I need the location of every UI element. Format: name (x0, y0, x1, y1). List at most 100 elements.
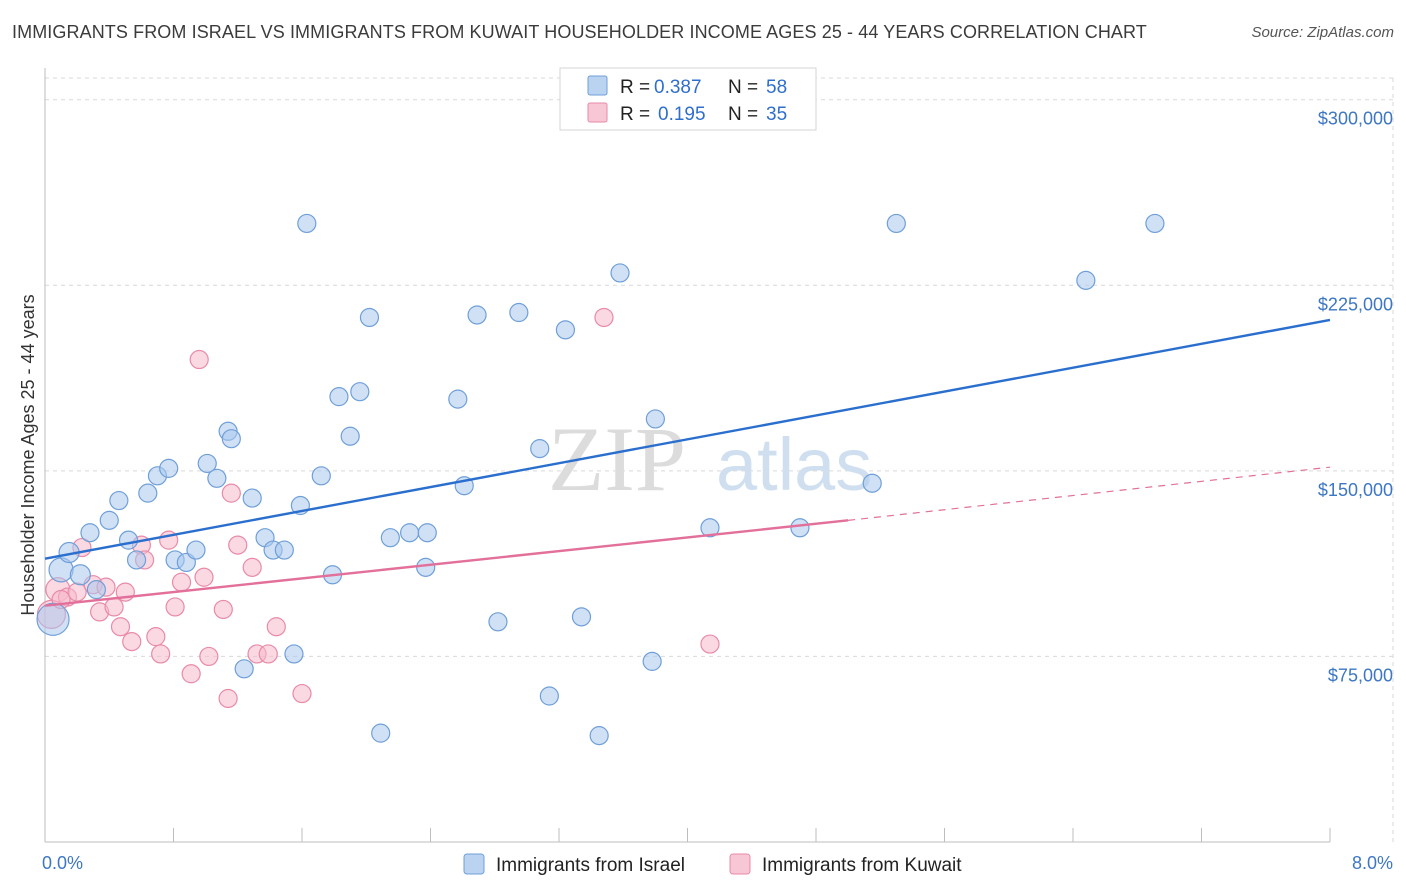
israel-points (36, 213, 1165, 746)
israel-point (99, 510, 119, 530)
y-tick-label: $75,000 (1328, 665, 1393, 685)
israel-point (488, 612, 508, 632)
kuwait-point (292, 683, 312, 704)
kuwait-trend-line-extension (848, 466, 1331, 521)
israel-point (197, 453, 217, 474)
israel-point (186, 540, 206, 560)
kuwait-point (165, 597, 185, 617)
kuwait-point (199, 646, 219, 667)
israel-point (126, 550, 147, 570)
israel-point (530, 439, 550, 459)
israel-point (118, 530, 139, 550)
legend-swatch-kuwait (587, 102, 608, 123)
watermark-atlas: atlas (716, 423, 872, 506)
israel-point (80, 523, 100, 543)
kuwait-trend-line (44, 519, 849, 607)
israel-point (350, 382, 370, 402)
israel-point (221, 429, 241, 449)
legend-r-label-israel: R = (620, 77, 650, 98)
israel-point (371, 723, 391, 743)
israel-point (1145, 213, 1165, 234)
bottom-legend-swatch-kuwait (729, 853, 751, 875)
israel-point (886, 213, 906, 234)
israel-point (138, 483, 158, 503)
israel-point (555, 320, 576, 340)
israel-point (417, 523, 437, 543)
israel-point (467, 305, 487, 325)
y-tick-labels: $75,000 $150,000 $225,000 $300,000 (1318, 109, 1393, 686)
kuwait-point (594, 307, 614, 328)
kuwait-point (104, 597, 124, 617)
israel-point (311, 466, 331, 486)
israel-point (539, 686, 559, 706)
x-tick-label-max: 8.0% (1352, 853, 1393, 873)
israel-point (340, 426, 360, 446)
legend-n-value-israel: 58 (766, 77, 787, 98)
israel-point (416, 557, 436, 577)
source-label: Source: ZipAtlas.com (1251, 24, 1394, 41)
y-tick-label: $150,000 (1318, 480, 1393, 500)
legend-n-label-kuwait: N = (728, 104, 758, 125)
israel-point (274, 540, 294, 560)
israel-point (448, 389, 468, 409)
israel-point (571, 607, 592, 627)
israel-point (642, 651, 662, 671)
watermark: ZIP atlas (548, 408, 872, 510)
kuwait-point (700, 634, 720, 654)
x-tick-labels: 0.0% 8.0% (42, 853, 1393, 873)
y-tick-label: $225,000 (1318, 294, 1393, 314)
kuwait-point (146, 627, 166, 647)
israel-point (790, 518, 810, 538)
israel-point (400, 523, 420, 543)
israel-point (645, 409, 665, 429)
legend: R = 0.387 N = 58 R = 0.195 N = 35 (559, 67, 817, 131)
kuwait-point (194, 567, 214, 587)
chart-title: IMMIGRANTS FROM ISRAEL VS IMMIGRANTS FRO… (12, 22, 1147, 42)
israel-point (284, 644, 304, 664)
y-axis-label: Householder Income Ages 25 - 44 years (18, 294, 38, 615)
x-tick-label-min: 0.0% (42, 853, 83, 873)
kuwait-point (181, 664, 201, 684)
kuwait-point (228, 535, 248, 555)
israel-point (297, 213, 317, 234)
kuwait-point (213, 599, 233, 620)
israel-point (509, 302, 529, 323)
kuwait-point (171, 572, 192, 592)
bottom-legend-swatch-israel (463, 853, 485, 875)
legend-r-value-kuwait: 0.195 (658, 104, 706, 125)
israel-point (589, 726, 609, 746)
kuwait-point (242, 557, 262, 577)
watermark-zip: ZIP (548, 408, 686, 510)
y-tick-label: $300,000 (1318, 109, 1393, 129)
israel-point (207, 468, 227, 488)
kuwait-point (266, 617, 286, 637)
kuwait-point (221, 483, 241, 503)
israel-point (1076, 270, 1096, 290)
israel-point (36, 602, 70, 636)
kuwait-point (258, 644, 278, 664)
israel-point (69, 564, 91, 586)
israel-point (109, 490, 129, 511)
bottom-legend: Immigrants from Israel Immigrants from K… (463, 853, 962, 876)
kuwait-point (110, 617, 131, 637)
israel-point (86, 580, 107, 600)
kuwait-point (189, 349, 209, 370)
israel-point (359, 307, 380, 328)
trend-lines (44, 318, 1331, 607)
israel-point (862, 473, 882, 493)
kuwait-point (218, 688, 238, 709)
bottom-legend-label-israel: Immigrants from Israel (496, 855, 685, 876)
bottom-legend-label-kuwait: Immigrants from Kuwait (762, 855, 962, 876)
kuwait-point (122, 631, 142, 652)
israel-trend-line (44, 318, 1331, 560)
israel-point (234, 659, 254, 679)
axes (44, 68, 1331, 843)
legend-r-label-kuwait: R = (620, 104, 650, 125)
kuwait-point (67, 582, 87, 602)
israel-point (159, 458, 179, 478)
israel-point (329, 387, 349, 407)
israel-point (610, 263, 630, 283)
legend-n-value-kuwait: 35 (766, 104, 787, 125)
israel-point (700, 518, 720, 538)
